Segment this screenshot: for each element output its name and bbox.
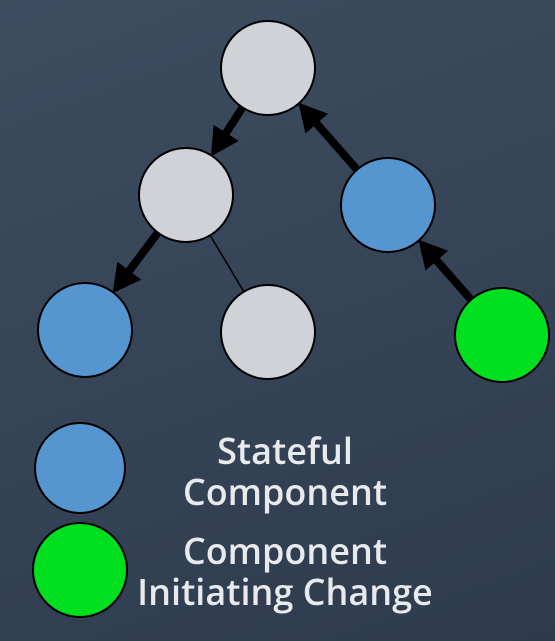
- arrowhead-rr-right: [418, 240, 448, 271]
- legend-label-line: Stateful: [120, 430, 450, 471]
- node-ll: [37, 282, 133, 378]
- edge-right-root: [310, 116, 356, 169]
- arrowhead-right-root: [298, 103, 328, 134]
- legend-label-line: Component: [120, 530, 450, 571]
- edge-rr-right: [430, 253, 470, 299]
- edge-left-lr: [211, 236, 244, 291]
- edge-left-ll: [123, 233, 157, 279]
- arrowhead-left-ll: [113, 262, 142, 293]
- legend-label-1: ComponentInitiating Change: [120, 530, 450, 613]
- node-left: [138, 147, 234, 243]
- legend-label-0: StatefulComponent: [120, 430, 450, 513]
- node-rr: [454, 287, 550, 383]
- legend-swatch-1: [32, 522, 128, 618]
- node-right: [340, 157, 436, 253]
- node-root: [220, 20, 316, 116]
- arrowhead-root-left: [211, 125, 239, 157]
- legend-label-line: Component: [120, 471, 450, 512]
- node-lr: [220, 284, 316, 380]
- edge-root-left: [220, 108, 241, 141]
- legend-swatch-0: [34, 422, 126, 514]
- legend-label-line: Initiating Change: [120, 571, 450, 612]
